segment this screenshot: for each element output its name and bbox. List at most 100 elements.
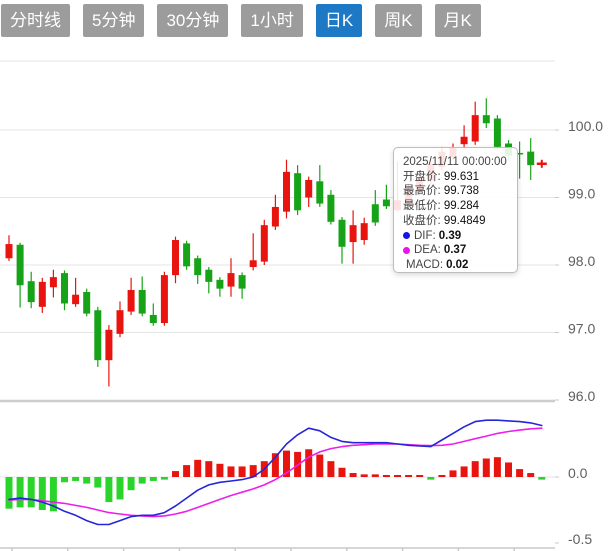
candle-body xyxy=(271,206,279,227)
hover-tooltip: 2025/11/11 00:00:00 开盘价: 99.631 最高价: 99.7… xyxy=(393,147,518,273)
candle-body xyxy=(338,219,346,247)
macd-bar xyxy=(394,475,401,477)
candle-body xyxy=(49,277,57,288)
macd-bar xyxy=(527,473,535,477)
tooltip-ohlc-rows: 开盘价: 99.631 最高价: 99.738 最低价: 99.284 收盘价: 99… xyxy=(403,170,508,229)
macd-bar xyxy=(5,477,13,509)
macd-bar xyxy=(493,457,501,477)
dif-dot-icon xyxy=(403,232,410,240)
tooltip-row-开盘价: 开盘价: 99.631 xyxy=(403,170,480,183)
candle-body xyxy=(205,269,213,282)
candle-body xyxy=(249,260,257,268)
candle-body xyxy=(371,204,379,223)
candle-body xyxy=(94,310,102,361)
dif-line xyxy=(8,419,543,526)
candle-body xyxy=(349,225,357,243)
dea-line xyxy=(8,427,543,518)
macd-bar xyxy=(338,467,346,477)
candle-body xyxy=(16,244,24,286)
macd-bar xyxy=(427,477,435,480)
candle-body xyxy=(327,194,335,222)
candle-body xyxy=(183,243,191,267)
candle-body xyxy=(493,118,501,147)
candle-body xyxy=(127,289,135,312)
macd-bar xyxy=(49,477,57,512)
macd-bar xyxy=(83,477,91,484)
axis-label: 96.0 xyxy=(568,388,595,404)
axis-label: 100.0 xyxy=(568,118,603,134)
tab-30分钟[interactable]: 30分钟 xyxy=(157,4,229,37)
candle-body xyxy=(460,136,468,145)
macd-bar xyxy=(205,461,213,477)
candle-body xyxy=(194,258,202,276)
candle-body xyxy=(283,171,290,212)
tooltip-row-最低价: 最低价: 99.284 xyxy=(403,200,480,213)
macd-bar xyxy=(271,453,279,477)
macd-bar xyxy=(482,458,490,477)
macd-bar xyxy=(349,473,357,477)
axis-label: 97.0 xyxy=(568,321,595,337)
tooltip-row-最高价: 最高价: 99.738 xyxy=(403,185,480,198)
macd-bar xyxy=(105,477,113,503)
macd-bar xyxy=(505,462,512,477)
tab-周K[interactable]: 周K xyxy=(375,4,422,37)
macd-bar xyxy=(382,475,390,477)
macd-bar xyxy=(227,466,235,477)
macd-bar xyxy=(94,477,102,488)
candle-body xyxy=(227,273,235,287)
macd-bar xyxy=(138,477,146,484)
candle-body xyxy=(238,275,246,289)
axis-label: 0.0 xyxy=(568,465,588,481)
candle-body xyxy=(61,273,68,304)
tooltip-indicator-rows: DIF: 0.39 DEA: 0.37 MACD: 0.02 xyxy=(403,229,508,273)
macd-bar xyxy=(238,466,246,477)
candle-body xyxy=(38,281,46,307)
macd-bar xyxy=(327,461,335,477)
macd-bar xyxy=(305,449,313,477)
candle-body xyxy=(149,314,157,324)
candle-body xyxy=(382,199,390,207)
macd-bar xyxy=(160,477,168,480)
candle-body xyxy=(27,281,35,303)
candle-body xyxy=(482,115,490,124)
tooltip-indicator-DEA: DEA: 0.37 xyxy=(403,243,508,258)
macd-bar xyxy=(183,465,191,477)
macd-bar xyxy=(27,477,35,508)
candle-body xyxy=(5,244,13,259)
tab-日K[interactable]: 日K xyxy=(315,4,363,37)
macd-bar xyxy=(538,477,546,480)
candle-body xyxy=(305,179,313,198)
candle-body xyxy=(172,240,179,276)
tab-月K[interactable]: 月K xyxy=(434,4,481,37)
dea-dot-icon xyxy=(403,247,410,255)
candle-body xyxy=(516,152,524,155)
interval-tabbar: 分时线 5分钟 30分钟 1小时 日K 周K 月K xyxy=(1,4,481,37)
tooltip-row-收盘价: 收盘价: 99.4849 xyxy=(403,214,486,227)
macd-bar xyxy=(149,477,157,481)
axis-label: 99.0 xyxy=(568,186,595,202)
macd-bar xyxy=(405,475,413,477)
candle-body xyxy=(527,151,535,166)
tooltip-date: 2025/11/11 00:00:00 xyxy=(403,156,507,168)
macd-bar xyxy=(61,477,68,483)
tooltip-indicator-DIF: DIF: 0.39 xyxy=(403,229,508,244)
macd-bar xyxy=(438,475,446,477)
tooltip-indicator-MACD: MACD: 0.02 xyxy=(406,258,469,271)
candle-body xyxy=(294,173,302,211)
tab-分时线[interactable]: 分时线 xyxy=(1,4,70,37)
macd-bar xyxy=(316,454,324,477)
macd-bar xyxy=(216,463,224,477)
macd-bar xyxy=(460,466,468,477)
candle-body xyxy=(316,181,324,204)
candle-body xyxy=(105,329,113,361)
candle-body xyxy=(72,294,80,305)
tab-5分钟[interactable]: 5分钟 xyxy=(83,4,145,37)
macd-bar xyxy=(38,477,46,510)
axis-label: -0.5 xyxy=(568,531,592,547)
macd-bar xyxy=(416,475,424,477)
candle-body xyxy=(160,275,168,324)
tab-1小时[interactable]: 1小时 xyxy=(241,4,303,37)
macd-bar xyxy=(172,471,179,477)
